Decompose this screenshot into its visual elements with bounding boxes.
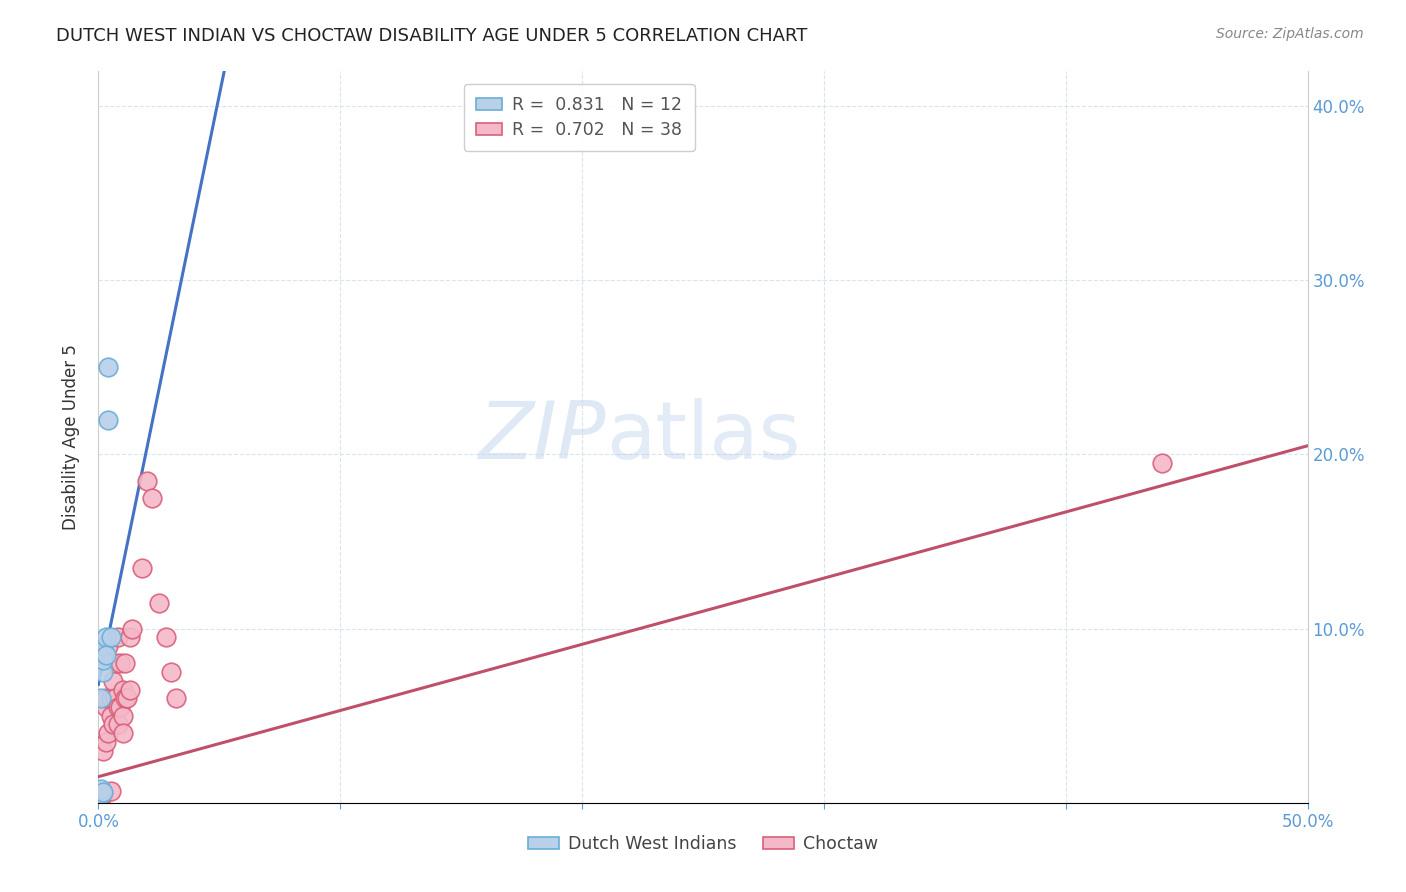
Point (117, 691, 139, 706)
Point (91, 785, 114, 799)
Y-axis label: Disability Age Under 5: Disability Age Under 5 (62, 344, 80, 530)
Point (131, 560, 153, 574)
Point (91, 665, 114, 680)
Point (90, 790, 112, 805)
Point (107, 700, 129, 714)
Point (111, 708, 134, 723)
Point (118, 682, 141, 697)
Point (114, 691, 136, 706)
Point (91, 743, 114, 757)
Point (111, 682, 134, 697)
Point (104, 691, 127, 706)
Point (91, 653, 114, 667)
Point (104, 657, 127, 671)
Point (148, 595, 170, 609)
Point (121, 622, 143, 636)
Point (97, 726, 120, 740)
Point (160, 665, 183, 680)
Point (94, 648, 117, 662)
Point (1152, 456, 1174, 470)
Point (94, 700, 117, 714)
Point (141, 491, 163, 505)
Text: Source: ZipAtlas.com: Source: ZipAtlas.com (1216, 27, 1364, 41)
Text: atlas: atlas (606, 398, 800, 476)
Point (101, 673, 124, 688)
Point (100, 783, 122, 797)
Legend: Dutch West Indians, Choctaw: Dutch West Indians, Choctaw (522, 828, 884, 860)
Point (90, 691, 112, 706)
Point (114, 657, 136, 671)
Point (100, 631, 122, 645)
Point (94, 631, 117, 645)
Point (155, 631, 177, 645)
Point (94, 691, 117, 706)
Point (90, 787, 112, 801)
Point (97, 639, 120, 653)
Point (108, 700, 131, 714)
Point (108, 657, 131, 671)
Point (97, 412, 120, 426)
Point (90, 781, 112, 796)
Point (111, 726, 134, 740)
Point (165, 691, 187, 706)
Point (90, 787, 112, 801)
Point (101, 717, 124, 731)
Text: DUTCH WEST INDIAN VS CHOCTAW DISABILITY AGE UNDER 5 CORRELATION CHART: DUTCH WEST INDIAN VS CHOCTAW DISABILITY … (56, 27, 807, 45)
Point (94, 735, 117, 749)
Text: ZIP: ZIP (479, 398, 606, 476)
Point (118, 631, 141, 645)
Point (97, 360, 120, 375)
Point (107, 631, 129, 645)
Point (107, 717, 129, 731)
Point (100, 708, 122, 723)
Point (135, 474, 157, 488)
Point (91, 787, 114, 801)
Point (91, 639, 114, 653)
Point (100, 691, 122, 706)
